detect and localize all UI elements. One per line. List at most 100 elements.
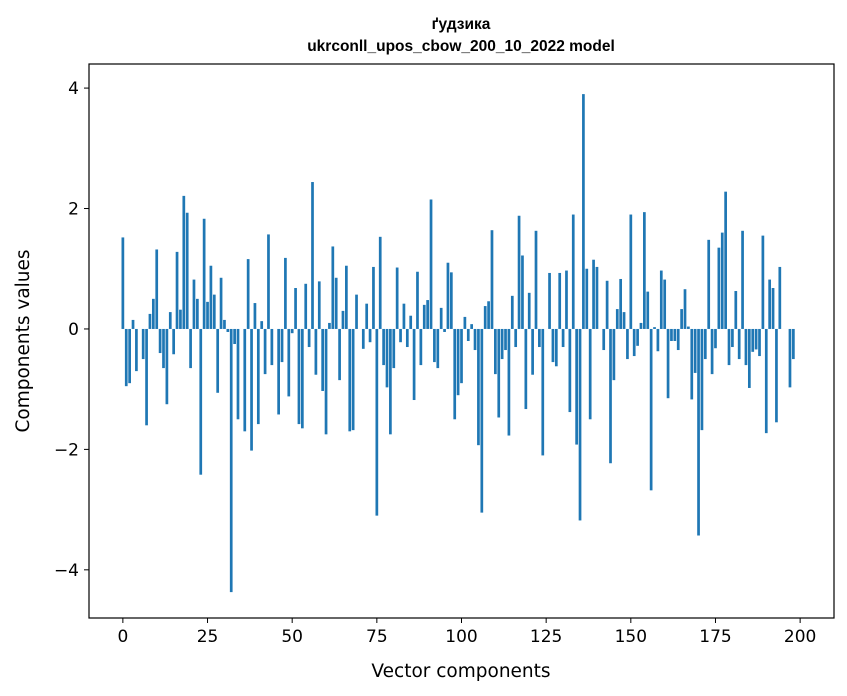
- bar-component-4: [135, 328, 138, 372]
- bar-component-120: [527, 292, 531, 329]
- bar-component-127: [551, 328, 555, 363]
- y-tick-label: 4: [68, 79, 79, 99]
- bar-component-30: [223, 319, 226, 329]
- bar-component-13: [165, 328, 169, 405]
- bar-component-173: [707, 239, 711, 329]
- bar-component-50: [290, 328, 294, 334]
- bar-component-194: [778, 266, 782, 329]
- bar-component-6: [141, 328, 145, 360]
- bar-component-149: [626, 328, 629, 360]
- bar-component-19: [185, 212, 189, 329]
- x-tick-label: 125: [530, 627, 562, 647]
- bar-component-181: [734, 291, 738, 329]
- bar-component-111: [497, 328, 501, 418]
- bar-component-126: [548, 272, 551, 329]
- bar-component-167: [687, 326, 690, 329]
- bar-component-36: [243, 328, 247, 432]
- bar-component-58: [317, 281, 321, 329]
- bar-component-78: [385, 328, 389, 388]
- x-tick-label: 50: [281, 627, 303, 647]
- bar-component-97: [449, 272, 453, 329]
- bar-component-116: [514, 328, 518, 348]
- bar-component-80: [392, 328, 396, 369]
- bar-component-68: [351, 328, 355, 431]
- bar-component-3: [131, 319, 135, 329]
- bar-component-9: [151, 298, 155, 329]
- bar-component-47: [280, 328, 284, 363]
- bar-component-46: [277, 328, 280, 415]
- bar-component-175: [714, 328, 717, 349]
- bar-component-87: [416, 271, 419, 329]
- bar-component-34: [236, 328, 240, 420]
- bar-component-134: [575, 328, 578, 445]
- bar-component-66: [345, 265, 348, 329]
- bar-component-176: [717, 247, 721, 329]
- x-tick-label: 175: [699, 627, 731, 647]
- bar-component-177: [720, 232, 724, 329]
- bar-component-25: [206, 301, 209, 329]
- bar-component-56: [311, 182, 314, 329]
- bar-component-1: [124, 328, 128, 387]
- bar-component-159: [659, 270, 663, 329]
- bar-component-32: [229, 328, 233, 593]
- bar-component-140: [595, 266, 599, 329]
- bar-component-51: [294, 288, 297, 329]
- bar-component-33: [233, 328, 236, 345]
- bar-component-154: [643, 212, 646, 329]
- bar-component-191: [768, 279, 772, 329]
- bar-component-115: [510, 295, 514, 329]
- bar-component-156: [649, 328, 653, 491]
- chart-subtitle: ukrconll_upos_cbow_200_10_2022 model: [307, 38, 615, 55]
- bar-component-44: [270, 328, 274, 366]
- bar-component-88: [419, 328, 423, 366]
- bar-component-49: [287, 328, 291, 397]
- bar-component-118: [521, 255, 524, 329]
- bar-component-54: [304, 283, 308, 329]
- bar-component-190: [764, 328, 768, 434]
- bar-component-14: [168, 312, 172, 329]
- x-tick-label: 25: [197, 627, 219, 647]
- bar-component-122: [534, 230, 538, 329]
- bar-component-11: [158, 328, 162, 354]
- bar-component-40: [256, 328, 260, 425]
- bar-component-171: [700, 328, 704, 431]
- bar-component-26: [209, 265, 213, 329]
- bar-component-0: [121, 237, 125, 329]
- bar-component-84: [405, 328, 409, 348]
- bar-component-79: [389, 328, 392, 435]
- bar-component-17: [179, 309, 182, 329]
- bar-component-155: [646, 291, 650, 329]
- bar-component-15: [172, 328, 176, 355]
- bar-component-100: [460, 328, 463, 384]
- bar-component-147: [619, 278, 623, 329]
- bar-component-163: [673, 328, 677, 341]
- bar-component-151: [632, 328, 636, 357]
- bar-component-89: [422, 304, 426, 329]
- bar-component-90: [426, 300, 429, 329]
- bar-component-187: [754, 328, 758, 350]
- bar-component-98: [453, 328, 457, 420]
- bar-component-94: [439, 307, 443, 329]
- bar-component-7: [145, 328, 148, 426]
- bar-component-69: [355, 294, 358, 329]
- bar-component-180: [731, 328, 734, 348]
- bar-component-38: [250, 328, 253, 451]
- bar-component-21: [192, 279, 196, 329]
- bar-component-128: [554, 328, 558, 367]
- bar-component-188: [758, 328, 761, 357]
- y-tick-label: 0: [68, 320, 79, 340]
- bar-component-108: [487, 301, 490, 329]
- bar-component-42: [263, 328, 267, 375]
- bar-component-12: [162, 328, 165, 369]
- x-tick-label: 100: [445, 627, 477, 647]
- bar-component-182: [737, 328, 741, 360]
- bar-component-152: [636, 328, 639, 346]
- bar-component-137: [585, 268, 589, 329]
- bar-component-20: [189, 328, 192, 369]
- bar-component-62: [331, 246, 335, 329]
- y-tick-label: −2: [54, 440, 79, 460]
- bar-component-166: [683, 289, 687, 329]
- bar-component-96: [446, 262, 450, 329]
- bar-component-174: [710, 328, 714, 375]
- bar-component-82: [399, 328, 402, 343]
